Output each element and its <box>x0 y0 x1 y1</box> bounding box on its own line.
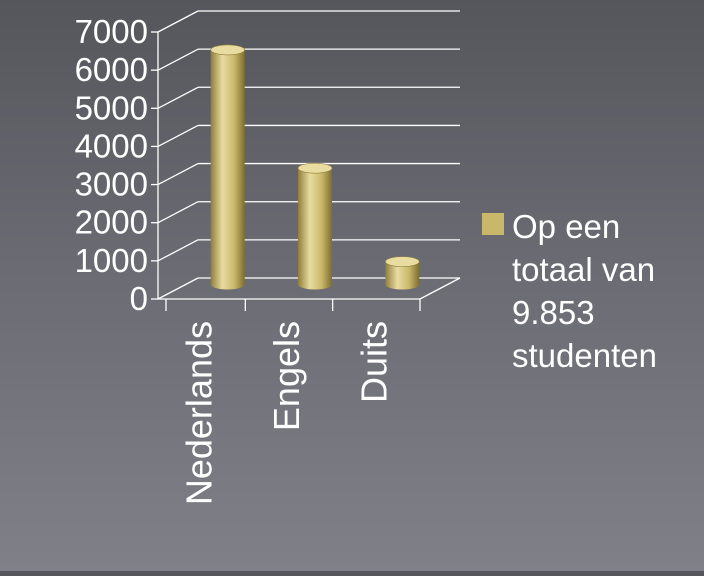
y-tick-label: 4000 <box>75 127 148 164</box>
y-tick-label: 1000 <box>75 242 148 279</box>
y-tick-label: 7000 <box>75 13 148 50</box>
bar-bottom-cap <box>385 279 420 290</box>
bar-duits <box>385 261 420 285</box>
y-tick-label: 3000 <box>75 166 148 203</box>
x-category-label: Nederlands <box>179 321 220 505</box>
gridline-diagonal <box>157 86 199 109</box>
gridline-diagonal <box>157 162 199 186</box>
gridline-diagonal <box>157 124 199 148</box>
gridline-diagonal <box>157 277 199 300</box>
bar-top-cap <box>297 162 333 174</box>
x-category-label: Duits <box>353 321 394 403</box>
bar-top-cap <box>385 256 420 267</box>
y-tick-label: 6000 <box>75 51 148 88</box>
floor-right-edge <box>419 277 461 300</box>
axis-layer <box>151 31 461 311</box>
gridline-diagonal <box>157 239 199 262</box>
y-tick-label: 0 <box>130 280 148 317</box>
bar-top-cap <box>210 44 245 56</box>
bar-bottom-cap <box>298 279 332 290</box>
bar-nederlands <box>210 49 245 285</box>
legend-swatch <box>482 213 504 235</box>
gridline-diagonal <box>157 48 199 71</box>
bars-layer <box>210 44 420 290</box>
y-tick-label: 2000 <box>75 204 148 241</box>
gridline-diagonal <box>157 201 199 224</box>
legend-label: Op een totaal van 9.853 studenten <box>512 208 657 374</box>
bar-engels <box>298 168 332 285</box>
gridline-diagonal <box>157 10 199 33</box>
legend: Op een totaal van 9.853 studenten <box>482 205 704 377</box>
x-category-label: Engels <box>266 321 307 431</box>
bar-bottom-cap <box>210 279 245 290</box>
y-tick-label: 5000 <box>75 89 148 126</box>
